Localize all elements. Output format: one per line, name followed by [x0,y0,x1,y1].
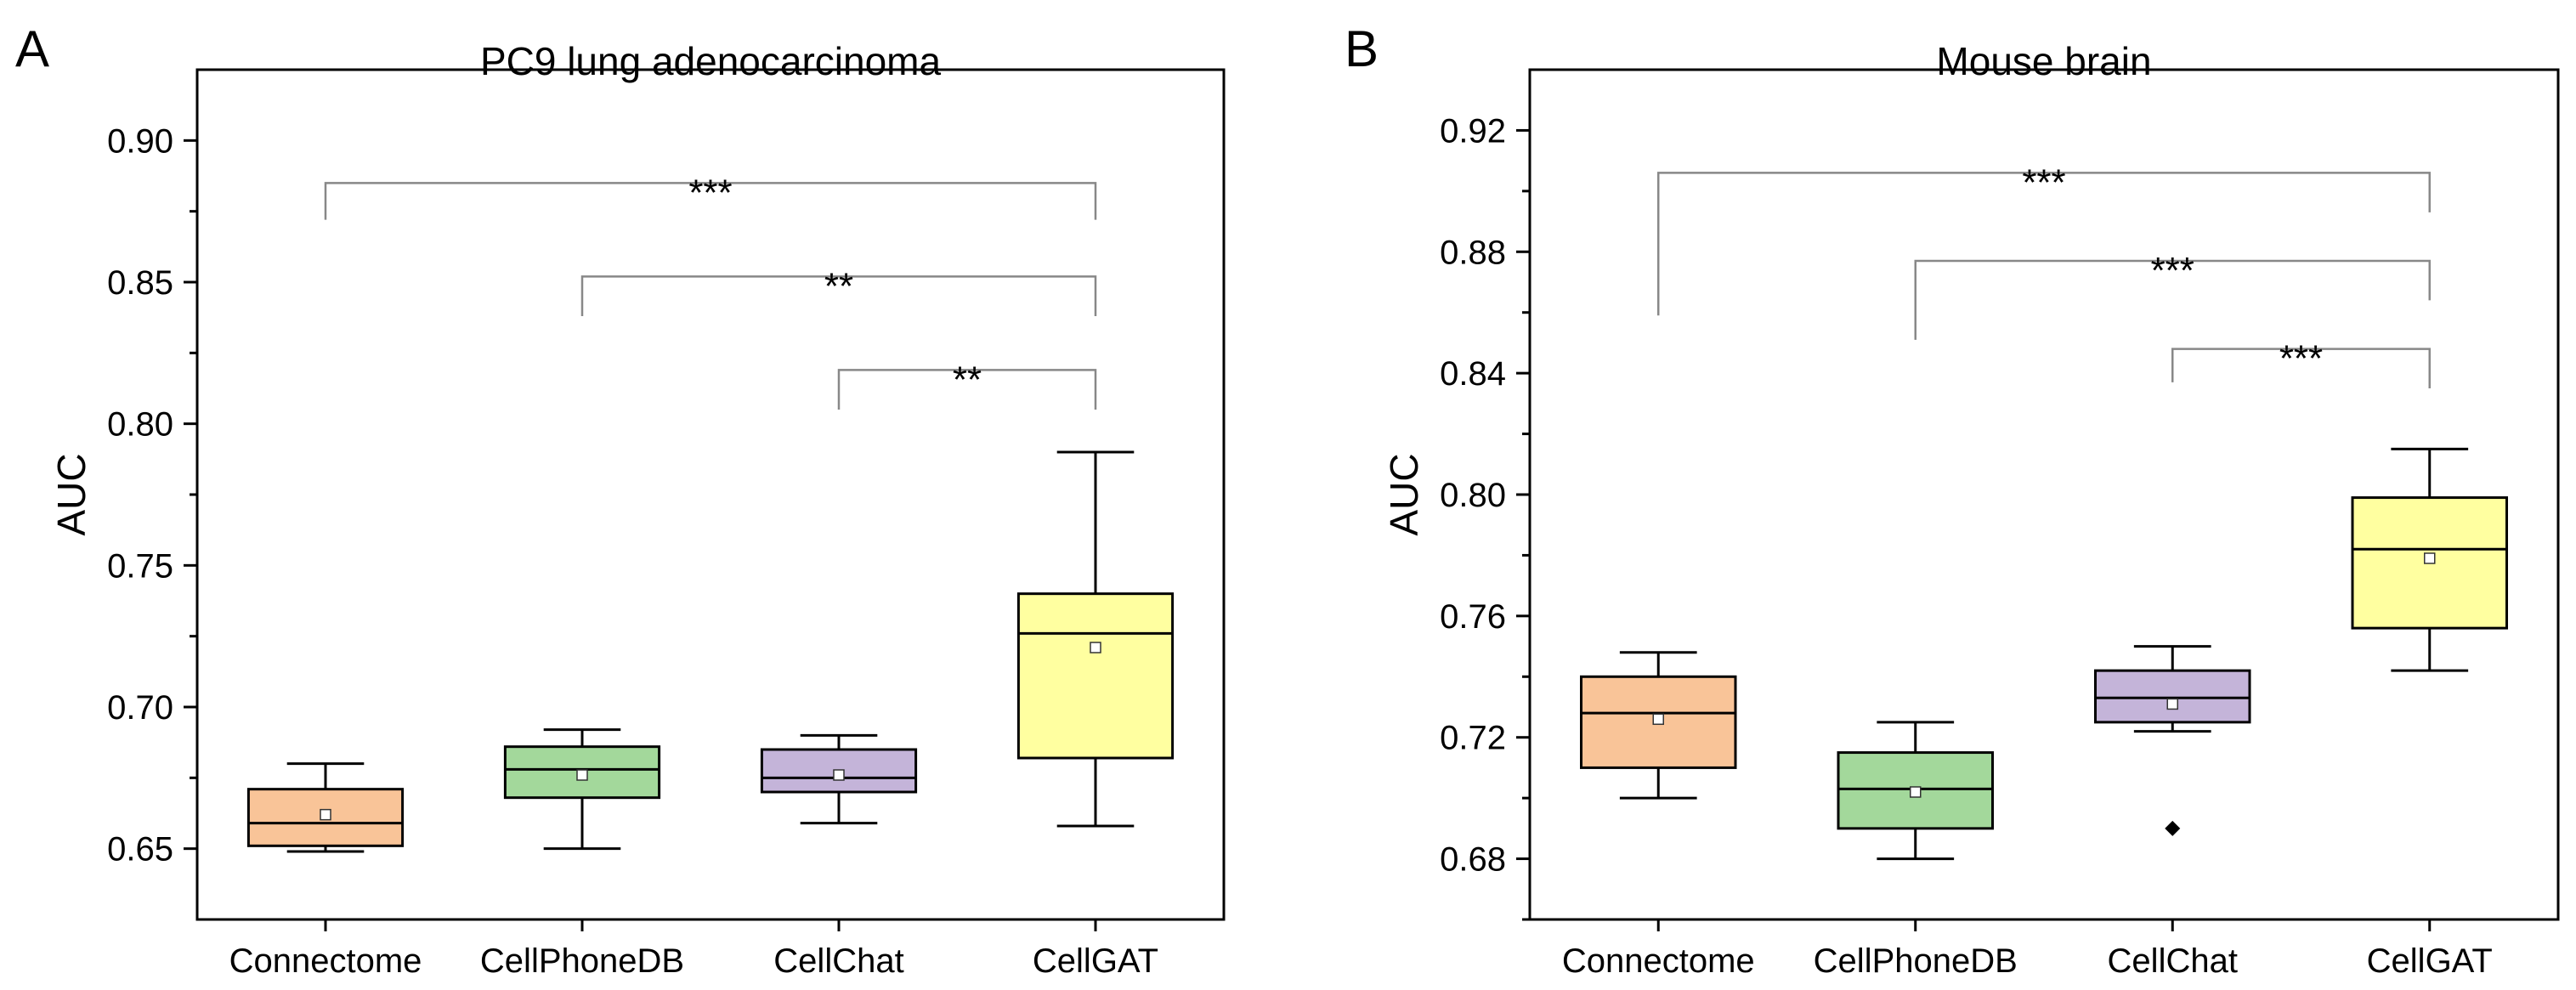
significance-bracket: *** [1657,161,2431,316]
y-tick-label: 0.92 [1440,112,1506,150]
mean-marker [2166,698,2178,710]
significance-bracket: ** [580,265,1097,316]
mean-marker [320,808,331,821]
box-cellchat [760,733,918,825]
mean-marker [1910,786,1922,798]
significance-bracket: *** [324,172,1097,220]
outlier-point [2165,820,2181,836]
significance-label: *** [2279,338,2323,380]
panel-letter: B [1345,20,1379,77]
y-tick-label: 0.88 [1440,234,1506,271]
bracket-line [2171,348,2431,388]
y-tick-label: 0.70 [107,689,173,727]
box-cellgat [2351,447,2508,672]
box-connectome [1580,651,1737,800]
y-tick-label: 0.68 [1440,841,1506,879]
y-axis-label: AUC [49,453,93,535]
significance-bracket: ** [837,359,1097,410]
x-tick-label: CellChat [773,942,903,980]
significance-label: ** [953,359,982,400]
box-connectome [246,762,405,853]
significance-label: ** [824,265,853,307]
significance-label: *** [2022,161,2065,203]
y-tick-label: 0.75 [107,547,173,585]
y-axis-label: AUC [1382,453,1426,535]
chart-title: Mouse brain [1936,39,2151,83]
bracket-line [837,369,1097,410]
chart-title: PC9 lung adenocarcinoma [480,39,942,83]
panel-letter: A [15,20,49,77]
x-tick-label: CellChat [2108,942,2238,980]
x-tick-label: CellPhoneDB [1814,942,2018,980]
y-tick-label: 0.76 [1440,598,1506,636]
x-tick-label: Connectome [1562,942,1755,980]
x-tick-label: Connectome [229,942,422,980]
box-cellphonedb [1837,721,1994,861]
mean-marker [1652,713,1664,726]
significance-label: *** [2151,250,2194,291]
chart-panel-b: B Mouse brain AUC 0.68 0.72 0.76 0.80 0.84 0.88 0… [1345,20,2560,980]
y-tick-label: 0.80 [1440,477,1506,514]
y-tick-label: 0.85 [107,264,173,302]
x-tick-label: CellGAT [2367,942,2493,980]
bracket-line [1914,259,2431,340]
mean-marker [576,769,588,781]
y-tick-label: 0.84 [1440,355,1506,393]
y-tick-label: 0.90 [107,122,173,160]
y-tick-label: 0.72 [1440,720,1506,757]
box-cellchat [2094,645,2251,836]
mean-marker [1090,642,1101,653]
significance-label: *** [688,172,732,213]
x-tick-label: CellPhoneDB [480,942,684,980]
mean-marker [2424,552,2436,564]
mean-marker [833,769,845,781]
x-tick-label: CellGAT [1033,942,1158,980]
bracket-line [1657,172,2431,316]
y-tick-label: 0.65 [107,831,173,868]
chart-panel-a: A PC9 lung adenocarcinoma AUC 0.65 0.70 0.75 0… [15,20,1226,980]
box-cellphonedb [503,728,661,851]
y-tick-label: 0.80 [107,406,173,444]
bracket-line [580,275,1097,316]
box-cellgat [1016,450,1175,828]
box-body [2094,669,2251,724]
significance-bracket: *** [2171,338,2431,388]
bracket-line [324,182,1097,220]
box-body [1016,592,1175,760]
significance-bracket: *** [1914,250,2431,340]
